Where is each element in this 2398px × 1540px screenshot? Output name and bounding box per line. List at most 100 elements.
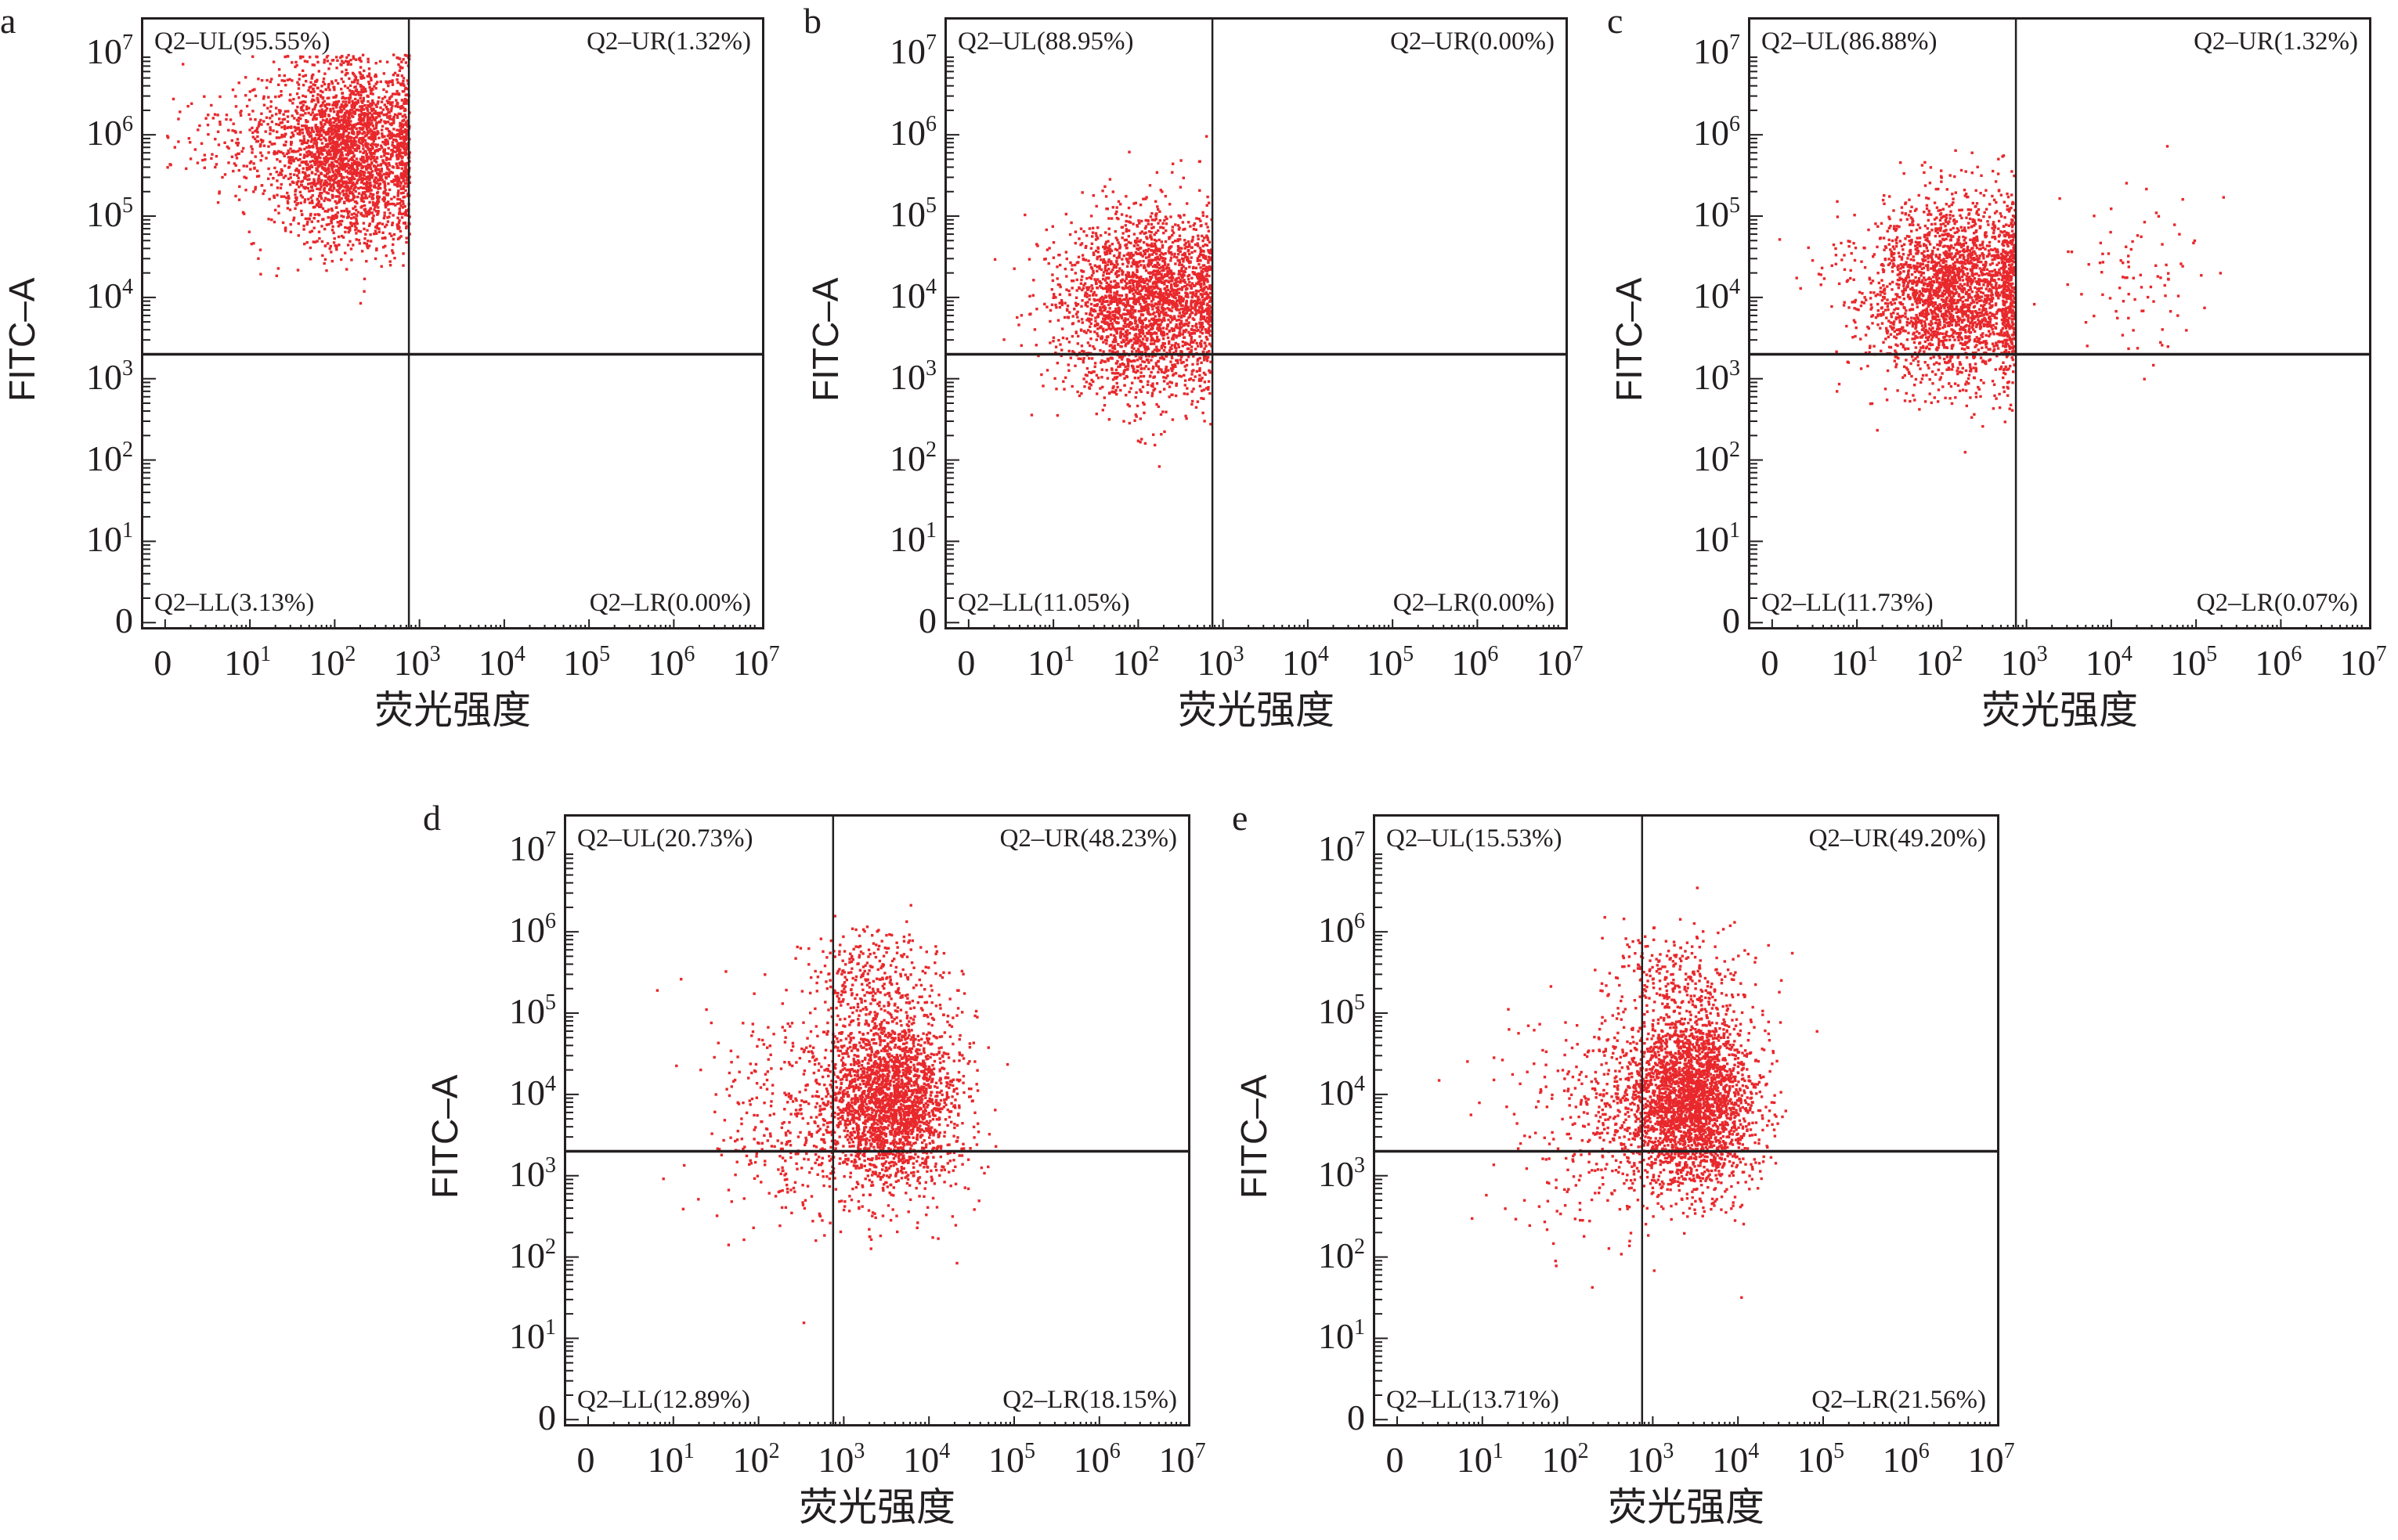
data-point-2452 [359,60,363,63]
data-point-830 [1147,329,1150,333]
data-point-2624 [196,161,200,164]
data-point-2824 [225,117,228,121]
data-point-1590 [1182,311,1185,314]
data-point-1115 [379,164,382,167]
data-point-2073 [1150,236,1153,239]
data-point-1799 [311,63,314,67]
data-point-1161 [1111,310,1114,314]
data-point-2645 [362,144,365,147]
data-point-2089 [1096,236,1100,240]
data-point-52 [1149,234,1152,237]
data-point-2081 [1194,294,1198,298]
data-point-904 [1092,370,1096,373]
data-point-399 [316,96,319,99]
data-point-2454 [353,195,356,199]
data-point-817 [345,103,349,107]
data-point-51 [1125,332,1129,335]
data-point-57 [1089,330,1092,334]
data-point-1789 [273,194,276,197]
data-point-343 [387,161,391,165]
data-point-807 [1178,326,1182,330]
quadrant-label-ul: Q2–UL(95.55%) [154,27,330,56]
data-point-528 [1197,218,1201,221]
data-point-2104 [305,146,309,150]
data-point-2112 [283,74,286,78]
data-point-2248 [391,171,395,175]
data-point-910 [344,114,347,117]
data-point-1701 [1150,303,1154,306]
data-point-1200 [293,117,296,120]
data-point-1098 [1156,205,1159,208]
data-point-2141 [325,184,328,187]
data-point-334 [1096,334,1100,337]
data-point-1585 [287,166,291,169]
data-point-1425 [1166,293,1169,296]
data-point-2400 [350,140,353,143]
data-point-752 [1106,357,1110,361]
data-point-2611 [269,132,272,135]
data-point-1124 [319,89,323,92]
data-point-1255 [364,194,367,197]
data-point-2541 [294,207,297,211]
data-point-786 [1130,279,1133,282]
data-point-211 [356,215,359,218]
data-point-2733 [295,127,298,131]
data-point-1515 [1184,308,1188,312]
data-point-1042 [392,74,395,77]
data-point-1907 [327,114,331,117]
data-point-1248 [320,121,323,124]
data-point-1231 [1190,284,1193,287]
data-point-68 [1198,384,1202,388]
data-point-1991 [1119,314,1122,318]
data-point-1800 [297,176,300,180]
data-point-460 [353,112,357,115]
data-point-1319 [321,218,324,221]
data-point-1364 [369,153,373,156]
data-point-1922 [284,226,287,229]
data-point-2523 [406,176,409,179]
data-point-534 [368,85,371,89]
data-point-1917 [380,111,384,114]
data-point-830 [367,185,370,189]
data-point-2437 [313,136,317,140]
data-point-1829 [1200,324,1203,327]
data-point-1759 [356,130,359,133]
data-point-1837 [349,177,352,180]
data-point-2385 [364,233,367,236]
data-point-1699 [356,211,360,214]
data-point-2710 [267,167,270,171]
data-point-1146 [1186,202,1189,205]
data-point-1011 [303,153,306,157]
data-point-1834 [347,159,350,162]
data-point-2699 [303,124,306,128]
data-point-1673 [349,186,353,189]
data-point-123 [374,126,377,130]
data-point-1354 [312,99,316,102]
data-point-2015 [351,163,355,166]
data-point-746 [1096,323,1099,326]
data-point-5 [352,137,356,140]
data-point-283 [1089,263,1092,266]
data-point-112 [368,200,371,204]
data-point-855 [1058,301,1061,305]
data-point-1721 [1121,232,1125,235]
data-point-787 [1090,242,1094,245]
data-point-806 [1105,342,1108,345]
data-point-2518 [383,142,386,145]
data-point-1664 [1064,267,1067,271]
data-point-2054 [1191,317,1194,320]
data-point-2176 [370,113,374,117]
data-point-2067 [1051,279,1055,283]
data-point-1971 [345,268,349,271]
data-point-1826 [367,209,371,212]
data-point-1367 [1143,360,1147,364]
data-point-2079 [304,171,307,175]
data-point-213 [1147,347,1150,351]
data-point-710 [397,112,400,116]
data-point-1942 [381,198,385,201]
data-point-432 [1071,268,1074,271]
data-point-1120 [1190,327,1194,331]
data-point-2556 [396,92,399,96]
data-point-1500 [389,155,393,158]
data-point-1772 [330,81,334,85]
